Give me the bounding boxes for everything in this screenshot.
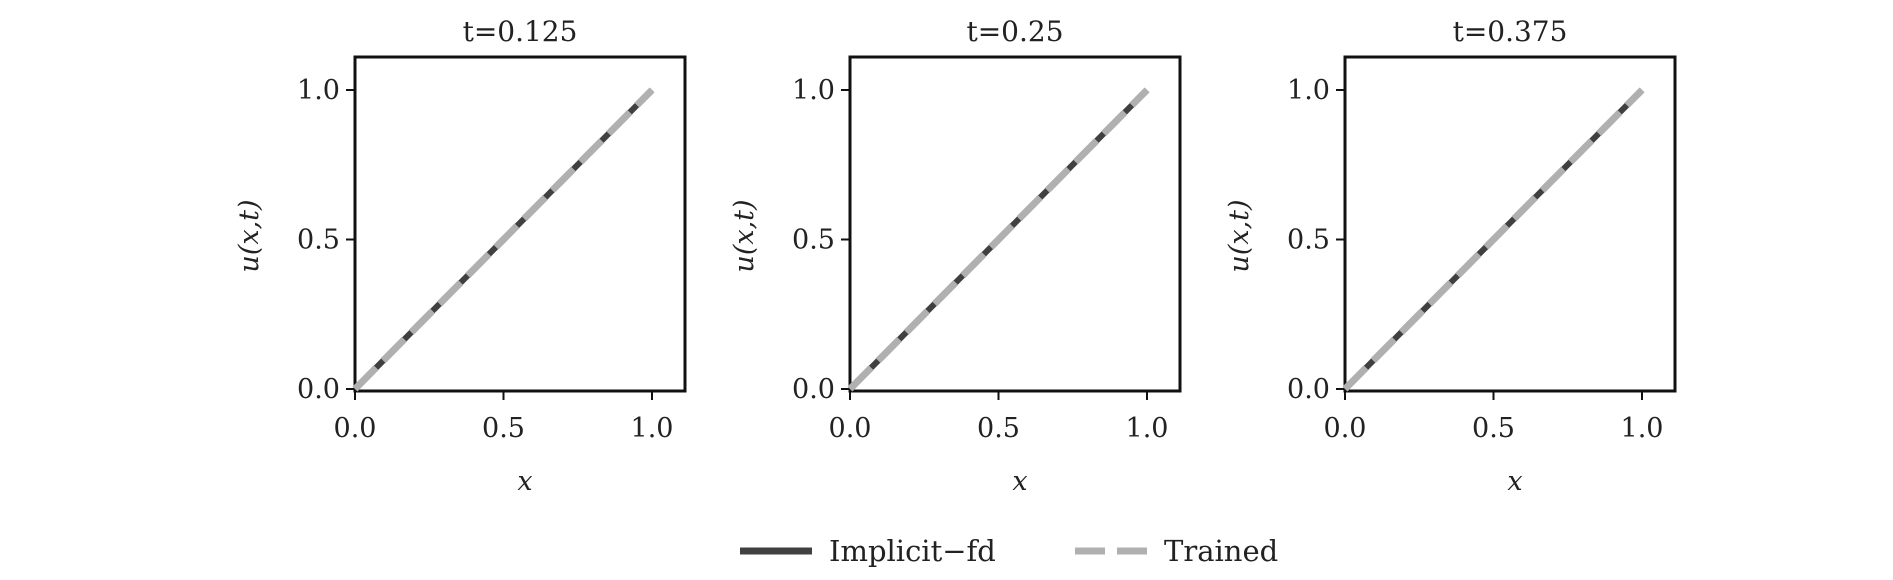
y-tick-label: 0.0 (1287, 374, 1330, 405)
series-line-trained (352, 87, 655, 392)
x-tick-label: 0.0 (334, 413, 377, 444)
x-axis-label: x (1012, 466, 1027, 497)
legend-label: Trained (1164, 534, 1278, 568)
axes-frame (1343, 55, 1677, 393)
subplot-title: t=0.125 (463, 15, 578, 48)
subplot-title: t=0.375 (1453, 15, 1568, 48)
y-tick-label: 0.0 (792, 374, 835, 405)
x-tick-label: 0.5 (977, 413, 1020, 444)
subplot-title: t=0.25 (966, 15, 1063, 48)
x-tick-label: 1.0 (1621, 413, 1664, 444)
subplot-panels: t=0.125 0.0 0.5 1.0 0.0 0.5 1.0 x u(x,t) t=0.25 0.… (234, 15, 1677, 497)
x-tick-label: 0.0 (829, 413, 872, 444)
y-tick-label: 0.5 (1287, 225, 1330, 256)
subplot-2: t=0.25 0.0 0.5 1.0 0.0 0.5 1.0 x u(x,t) (729, 15, 1182, 497)
y-tick-label: 1.0 (1287, 75, 1330, 106)
series-line-trained (1342, 87, 1645, 392)
x-tick-label: 0.0 (1324, 413, 1367, 444)
y-tick-label: 1.0 (792, 75, 835, 106)
x-tick-label: 1.0 (631, 413, 674, 444)
legend-label: Implicit−fd (829, 534, 996, 568)
x-axis-label: x (517, 466, 532, 497)
legend-item: Trained (1075, 534, 1278, 568)
x-tick-label: 1.0 (1126, 413, 1169, 444)
subplot-1: t=0.125 0.0 0.5 1.0 0.0 0.5 1.0 x u(x,t) (234, 15, 687, 497)
y-axis-label: u(x,t) (1224, 199, 1255, 272)
y-axis-label: u(x,t) (234, 199, 265, 272)
legend-item: Implicit−fd (740, 534, 996, 568)
y-axis-label: u(x,t) (729, 199, 760, 272)
x-tick-label: 0.5 (1472, 413, 1515, 444)
y-tick-label: 0.5 (297, 225, 340, 256)
subplot-3: t=0.375 0.0 0.5 1.0 0.0 0.5 1.0 x u(x,t) (1224, 15, 1677, 497)
y-tick-label: 0.0 (297, 374, 340, 405)
axes-frame (353, 55, 687, 393)
series-line-trained (847, 87, 1150, 392)
axes-frame (848, 55, 1182, 393)
x-tick-label: 0.5 (482, 413, 525, 444)
y-tick-label: 0.5 (792, 225, 835, 256)
x-axis-label: x (1507, 466, 1522, 497)
y-tick-label: 1.0 (297, 75, 340, 106)
legend: Implicit−fd Trained (740, 534, 1278, 568)
